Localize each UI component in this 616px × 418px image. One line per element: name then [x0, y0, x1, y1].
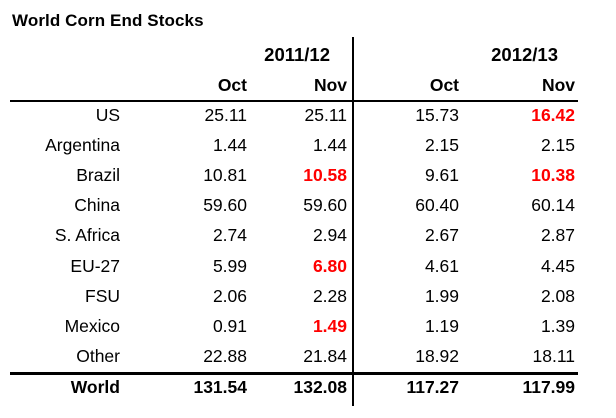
year-header-row: 2011/12 2012/13 [0, 40, 580, 70]
cell-value: 132.08 [293, 376, 348, 397]
table-row-fsu: FSU 2.06 2.28 1.99 2.08 [0, 281, 580, 311]
cell-value: 2.15 [540, 134, 576, 155]
cell-value: 22.88 [203, 346, 247, 367]
cell-value: 131.54 [193, 376, 247, 397]
row-label: US [95, 104, 120, 125]
cell-value: 21.84 [303, 346, 348, 367]
year-header-2011-12: 2011/12 [264, 44, 331, 65]
year-group-divider [351, 37, 354, 406]
row-label: Argentina [45, 134, 120, 155]
cell-value: 2.15 [424, 134, 460, 155]
page-title: World Corn End Stocks [12, 11, 204, 30]
row-label: China [74, 195, 120, 216]
cell-value: 18.92 [415, 346, 460, 367]
cell-value: 6.80 [312, 255, 348, 276]
table-row-mexico: Mexico 0.91 1.49 1.19 1.39 [0, 311, 580, 341]
cell-value: 117.27 [406, 376, 460, 397]
cell-value: 18.11 [532, 346, 576, 367]
cell-value: 0.91 [212, 315, 247, 336]
month-header: Nov [541, 74, 576, 95]
cell-value: 16.42 [531, 104, 576, 125]
cell-value: 59.60 [303, 195, 348, 216]
cell-value: 1.44 [312, 134, 348, 155]
table-row-s-africa: S. Africa 2.74 2.94 2.67 2.87 [0, 221, 580, 251]
cell-value: 4.61 [424, 255, 460, 276]
month-header-row: Oct Nov Oct Nov [0, 70, 580, 100]
year-header-2012-13: 2012/13 [491, 44, 559, 65]
month-header: Nov [313, 74, 348, 95]
cell-value: 4.45 [540, 255, 576, 276]
row-label: S. Africa [54, 225, 120, 246]
cell-value: 2.87 [540, 225, 576, 246]
corner-cell [0, 40, 130, 70]
cell-value: 2.94 [312, 225, 348, 246]
table-row-us: US 25.11 25.11 15.73 16.42 [0, 100, 580, 130]
cell-value: 117.99 [522, 376, 576, 397]
stocks-table: 2011/12 2012/13 Oct Nov Oct Nov US 25.11… [0, 40, 580, 403]
cell-value: 59.60 [203, 195, 247, 216]
cell-value: 10.38 [531, 164, 576, 185]
row-label: World [70, 376, 120, 397]
row-label: FSU [85, 285, 120, 306]
cell-value: 25.11 [204, 104, 248, 125]
corner-cell [0, 70, 130, 100]
table-row-china: China 59.60 59.60 60.40 60.14 [0, 191, 580, 221]
table-row-argentina: Argentina 1.44 1.44 2.15 2.15 [0, 130, 580, 160]
cell-value: 1.39 [540, 315, 576, 336]
cell-value: 1.99 [424, 285, 460, 306]
table-row-other: Other 22.88 21.84 18.92 18.11 [0, 342, 580, 372]
row-label: Mexico [64, 315, 120, 336]
cell-value: 15.73 [415, 104, 460, 125]
header-rule [10, 99, 578, 102]
month-header: Oct [217, 74, 247, 95]
cell-value: 2.06 [212, 285, 247, 306]
cell-value: 60.40 [415, 195, 460, 216]
cell-value: 1.49 [312, 315, 348, 336]
table-row-eu-27: EU-27 5.99 6.80 4.61 4.45 [0, 251, 580, 281]
cell-value: 2.74 [212, 225, 247, 246]
cell-value: 9.61 [424, 164, 460, 185]
cell-value: 10.58 [303, 164, 348, 185]
cell-value: 2.28 [312, 285, 348, 306]
cell-value: 1.44 [212, 134, 247, 155]
row-label: Other [76, 346, 120, 367]
row-label: EU-27 [70, 255, 120, 276]
row-label: Brazil [76, 164, 120, 185]
cell-value: 25.11 [304, 104, 348, 125]
cell-value: 5.99 [212, 255, 247, 276]
month-header: Oct [429, 74, 460, 95]
table-row-brazil: Brazil 10.81 10.58 9.61 10.38 [0, 160, 580, 190]
table-row-world-total: World 131.54 132.08 117.27 117.99 [0, 372, 580, 403]
total-rule [10, 372, 578, 375]
cell-value: 10.81 [203, 164, 247, 185]
cell-value: 60.14 [531, 195, 576, 216]
cell-value: 1.19 [424, 315, 460, 336]
cell-value: 2.67 [424, 225, 460, 246]
cell-value: 2.08 [540, 285, 576, 306]
